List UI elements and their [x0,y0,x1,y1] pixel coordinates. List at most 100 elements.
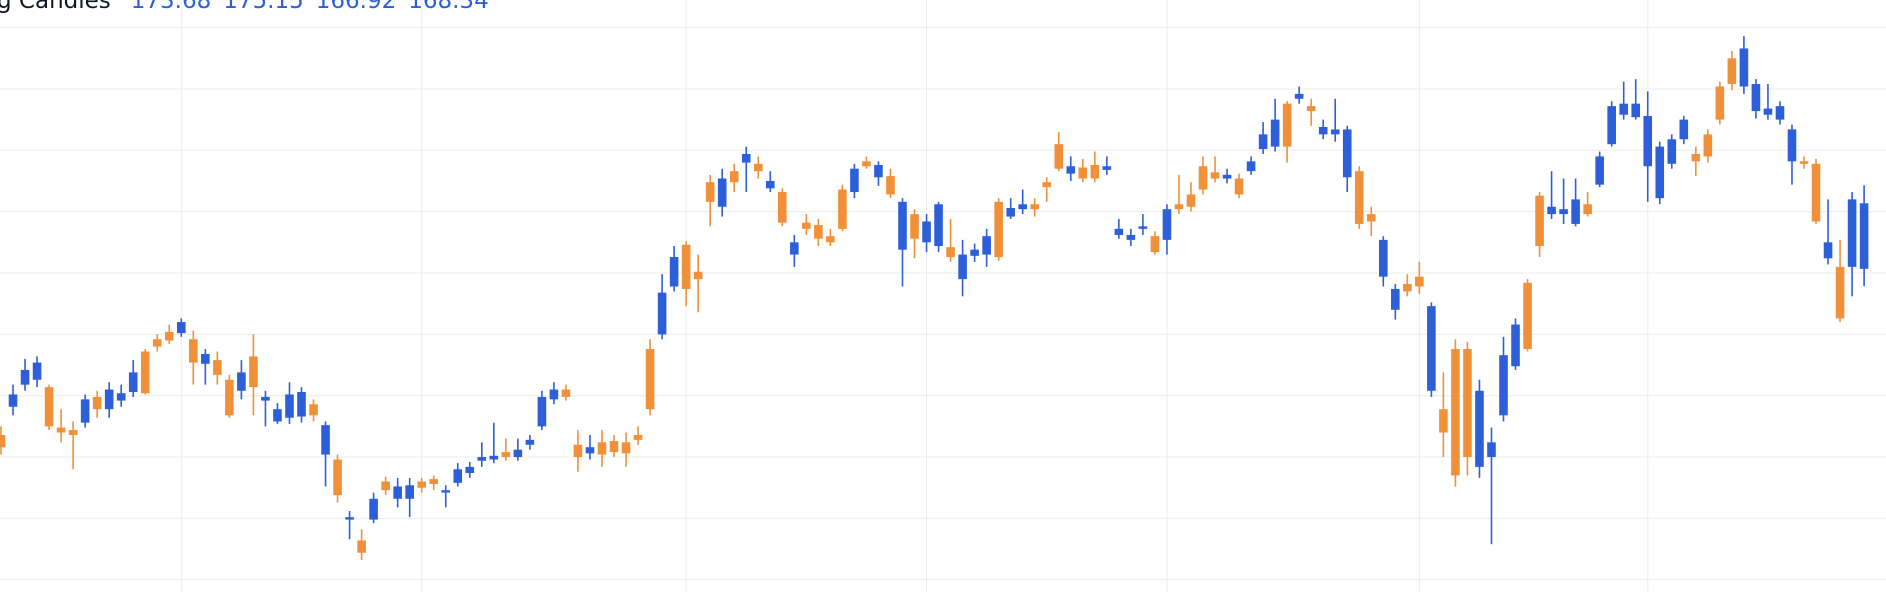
candle-body [1162,209,1172,240]
candle-body [1078,167,1088,179]
candle-body [994,201,1003,258]
candle-body [1475,390,1484,467]
candle-body [1691,153,1701,162]
candle-body [669,257,679,287]
candle-body [1823,242,1833,259]
candle-body [1282,103,1292,147]
candle-body [465,466,475,473]
candle-body [1439,409,1448,433]
candle-body [0,434,6,448]
candle-body [826,236,835,243]
candle-body [429,479,439,485]
candle-body [1703,134,1713,157]
candle-body [561,389,571,397]
candle-body [645,349,655,410]
candle-body [80,399,90,423]
candle-body [753,163,763,172]
candle-body [309,404,318,416]
candle-body [597,442,607,455]
candle-body [321,425,330,455]
candle-body [1607,106,1616,145]
candle-body [177,322,186,334]
candle-body [1835,266,1845,319]
candle-body [1294,93,1304,99]
candle-body [152,339,162,347]
candle-body [1150,236,1160,253]
candle-body [1799,161,1809,164]
candle-body [958,254,967,280]
candle-body [453,469,463,483]
candle-body [778,192,787,223]
candle-body [92,396,102,410]
candle-body [1415,276,1424,287]
candle-body [838,189,847,229]
candle-body [1210,172,1220,179]
candle-body [8,394,18,407]
candle-body [441,490,451,493]
candle-body [1787,129,1797,162]
candle-body [1715,86,1725,120]
candle-body [729,171,739,183]
candle-body [1487,442,1496,458]
legend-value: 168.34 [408,0,488,14]
candle-body [417,481,426,488]
candle-body [1006,207,1015,217]
candle-body [1631,103,1641,118]
candle-body [369,498,378,520]
candle-body [513,449,523,458]
candle-body [1739,48,1749,87]
candle-body [1763,108,1773,115]
candle-body [717,178,727,207]
candle-body [585,447,595,454]
candle-body [802,222,811,229]
candle-body [1595,156,1604,185]
candle-body [1811,163,1821,222]
candle-body [1366,214,1376,222]
candle-body [862,161,871,167]
candle-body [1427,306,1436,391]
legend-label: g Candles [0,0,111,14]
candle-body [1547,206,1556,215]
candle-body [946,247,955,258]
candle-body [189,339,198,363]
candle-body [140,351,150,394]
candle-body [1727,58,1737,85]
candle-body [1306,106,1316,112]
candle-body [790,242,799,255]
candle-body [1619,103,1628,115]
candle-body [1583,204,1592,215]
candle-body [525,439,535,445]
candle-body [1126,234,1136,240]
candle-body [1222,174,1232,179]
legend-value: 175.15 [223,0,303,14]
candle-body [657,292,667,335]
candle-body [357,540,366,553]
candle-body [1258,134,1268,150]
candle-body [1451,349,1460,476]
candle-body [621,442,631,454]
candle-body [1463,349,1472,458]
legend: g Candles 173.68 175.15 166.92 168.34 [0,0,489,14]
candle-body [1859,203,1869,269]
candle-body [633,434,643,440]
candles [0,36,1869,561]
candle-body [1342,129,1352,178]
candle-body [1559,209,1568,215]
candle-body [1318,126,1328,135]
candle-body [237,372,246,391]
candle-body [1102,166,1112,170]
candle-body [489,455,499,460]
candle-body [273,409,282,422]
candle-body [693,271,703,280]
candle-body [1018,204,1027,210]
candle-body [1054,144,1064,169]
candle-body [1679,119,1689,140]
candle-body [1330,129,1340,135]
candle-body [1174,204,1184,210]
candle-body [1138,226,1148,229]
candle-body [1246,161,1256,172]
candle-body [297,392,306,417]
candle-body [1042,182,1052,188]
